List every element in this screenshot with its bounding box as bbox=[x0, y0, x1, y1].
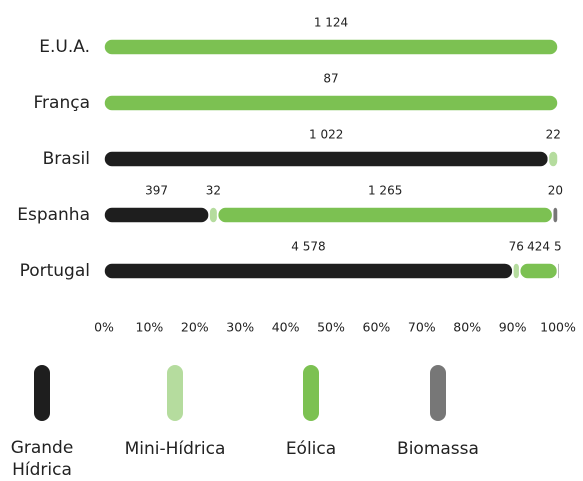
bar-segment bbox=[551, 206, 559, 224]
legend: Grande Hídrica Mini-Hídrica Eólica Biomassa bbox=[0, 365, 583, 481]
category-label: Espanha bbox=[17, 205, 90, 225]
x-tick-label: 80% bbox=[453, 320, 481, 335]
x-tick-label: 90% bbox=[499, 320, 527, 335]
bar-segment bbox=[103, 262, 514, 280]
value-label: 20 bbox=[548, 184, 563, 198]
bar-segment bbox=[556, 262, 561, 280]
value-label: 1 265 bbox=[368, 184, 402, 198]
bar-segment bbox=[512, 262, 521, 280]
x-tick-label: 50% bbox=[317, 320, 345, 335]
bar-segment bbox=[103, 206, 210, 224]
legend-label: Grande Hídrica bbox=[10, 438, 74, 480]
legend-swatch bbox=[167, 365, 183, 421]
x-tick-label: 10% bbox=[136, 320, 164, 335]
legend-label: Biomassa bbox=[397, 439, 479, 459]
bar-segment bbox=[103, 94, 559, 112]
x-tick-label: 20% bbox=[181, 320, 209, 335]
bar-segment bbox=[547, 150, 559, 168]
value-label: 424 bbox=[527, 240, 550, 254]
value-label: 32 bbox=[206, 184, 221, 198]
value-label: 22 bbox=[546, 128, 561, 142]
value-label: 1 022 bbox=[309, 128, 343, 142]
legend-swatch bbox=[303, 365, 319, 421]
x-tick-label: 30% bbox=[226, 320, 254, 335]
bar-segment bbox=[216, 206, 554, 224]
x-tick-label: 60% bbox=[363, 320, 391, 335]
bar-segment bbox=[518, 262, 559, 280]
legend-label: Mini-Hídrica bbox=[124, 439, 226, 459]
value-label: 4 578 bbox=[291, 240, 325, 254]
category-label: França bbox=[34, 93, 91, 113]
legend-item: Mini-Hídrica bbox=[115, 365, 235, 460]
value-label: 5 bbox=[554, 240, 562, 254]
legend-swatch bbox=[430, 365, 446, 421]
legend-item: Grande Hídrica bbox=[0, 365, 102, 481]
category-label: Portugal bbox=[20, 261, 90, 281]
legend-item: Biomassa bbox=[378, 365, 498, 460]
value-label: 1 124 bbox=[314, 16, 348, 30]
value-label: 87 bbox=[323, 72, 338, 86]
value-label: 76 bbox=[509, 240, 524, 254]
legend-item: Eólica bbox=[251, 365, 371, 460]
x-tick-label: 40% bbox=[272, 320, 300, 335]
value-label: 397 bbox=[145, 184, 168, 198]
category-label: Brasil bbox=[43, 149, 90, 169]
x-tick-label: 0% bbox=[94, 320, 114, 335]
bar-segment bbox=[208, 206, 219, 224]
category-label: E.U.A. bbox=[39, 37, 90, 57]
x-tick-label: 100% bbox=[540, 320, 576, 335]
bar-segment bbox=[103, 150, 550, 168]
bar-segment bbox=[103, 38, 559, 56]
legend-swatch bbox=[34, 365, 50, 421]
legend-label: Eólica bbox=[285, 439, 337, 459]
chart: 0% 10% 20% 30% 40% 50% 60% 70% 80% 90% 100% E.U.A. 1… bbox=[17, 16, 576, 335]
x-tick-label: 70% bbox=[408, 320, 436, 335]
